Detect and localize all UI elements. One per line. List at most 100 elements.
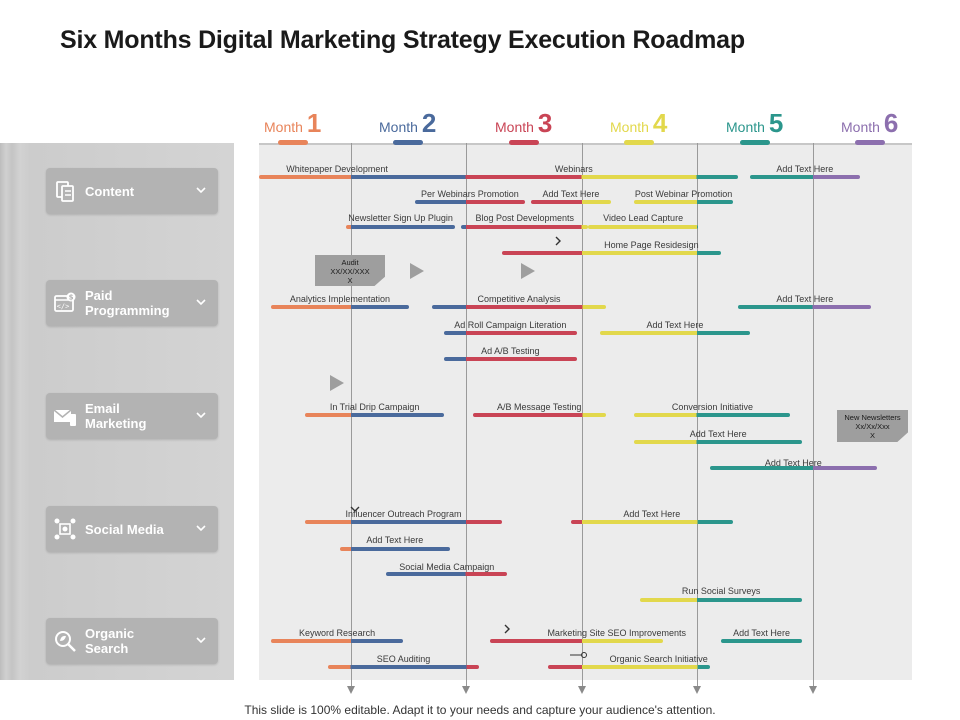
chevron-right-icon — [555, 236, 561, 246]
month-header-3: Month 3 — [495, 108, 552, 139]
task-label: Conversion Initiative — [671, 402, 753, 412]
task-bar[interactable] — [530, 200, 612, 204]
month-marker-4 — [624, 140, 654, 145]
roadmap-grid — [259, 143, 912, 680]
task-label: Organic Search Initiative — [609, 654, 708, 664]
task-label: Run Social Surveys — [681, 586, 761, 596]
month-number: 6 — [883, 108, 899, 138]
chevron-down-icon[interactable] — [194, 633, 208, 647]
month-word: Month — [379, 119, 418, 135]
month-header-5: Month 5 — [726, 108, 783, 139]
task-bar[interactable] — [409, 175, 739, 179]
task-bar[interactable] — [634, 200, 733, 204]
month-number: 2 — [421, 108, 437, 138]
task-label: In Trial Drip Campaign — [329, 402, 420, 412]
play-icon — [521, 263, 535, 279]
organic-search-icon — [52, 628, 78, 654]
task-bar[interactable] — [259, 175, 416, 179]
milestone-marker-icon — [570, 652, 587, 658]
category-social-media[interactable]: Social Media — [46, 506, 218, 552]
task-label: Add Text Here — [646, 320, 704, 330]
task-bar[interactable] — [305, 520, 502, 524]
task-bar[interactable] — [443, 331, 577, 335]
month-marker-6 — [855, 140, 885, 145]
task-bar[interactable] — [709, 466, 878, 470]
play-icon — [330, 375, 344, 391]
task-bar[interactable] — [634, 440, 802, 444]
chevron-down-icon[interactable] — [194, 295, 208, 309]
email-icon — [52, 403, 78, 429]
category-organic-search[interactable]: Organic Search — [46, 618, 218, 664]
task-label: Ad A/B Testing — [481, 346, 540, 356]
task-label: Marketing Site SEO Improvements — [547, 628, 686, 638]
play-icon — [410, 263, 424, 279]
task-bar[interactable] — [501, 251, 722, 255]
category-paid-programming[interactable]: $ </> Paid Programming — [46, 280, 218, 326]
task-label: Analytics Implementation — [289, 294, 390, 304]
task-bar[interactable] — [490, 639, 664, 643]
category-content[interactable]: Content — [46, 168, 218, 214]
svg-text:$: $ — [69, 294, 74, 302]
social-media-icon — [52, 516, 78, 542]
task-bar[interactable] — [270, 639, 404, 643]
task-bar[interactable] — [634, 413, 791, 417]
month-header-2: Month 2 — [379, 108, 436, 139]
chevron-down-icon[interactable] — [194, 521, 208, 535]
arrow-down-icon — [693, 686, 701, 694]
task-bar[interactable] — [270, 305, 410, 309]
task-bar[interactable] — [599, 331, 750, 335]
task-bar[interactable] — [738, 305, 872, 309]
task-bar[interactable] — [328, 665, 479, 669]
task-label: Video Lead Capture — [603, 213, 684, 223]
chevron-right-icon — [504, 624, 510, 634]
month-number: 1 — [306, 108, 322, 138]
category-label: Content — [85, 183, 135, 199]
task-label: Competitive Analysis — [477, 294, 561, 304]
task-bar[interactable] — [305, 413, 444, 417]
task-bar[interactable] — [749, 175, 860, 179]
month-word: Month — [726, 119, 765, 135]
category-email-marketing[interactable]: Email Marketing — [46, 393, 218, 439]
chevron-down-icon — [350, 506, 360, 512]
task-bar[interactable] — [415, 200, 525, 204]
month-word: Month — [495, 119, 534, 135]
task-bar[interactable] — [339, 547, 450, 551]
task-bar[interactable] — [721, 639, 802, 643]
arrow-down-icon — [809, 686, 817, 694]
task-bar[interactable] — [461, 225, 589, 229]
arrow-down-icon — [347, 686, 355, 694]
task-bar[interactable] — [443, 357, 577, 361]
category-label: Paid Programming — [85, 288, 170, 318]
task-label: Add Text Here — [776, 164, 834, 174]
month-divider — [813, 143, 814, 689]
task-label: Add Text Here — [366, 535, 424, 545]
task-bar[interactable] — [547, 665, 710, 669]
audit-callout: Audit XX/XX/XXX X — [315, 255, 385, 286]
chevron-down-icon[interactable] — [194, 183, 208, 197]
task-label: Blog Post Developments — [475, 213, 575, 223]
newsletter-callout: New Newsletters Xx/Xx/Xxx X — [837, 410, 908, 442]
task-bar[interactable] — [472, 413, 606, 417]
arrow-down-icon — [578, 686, 586, 694]
task-bar[interactable] — [570, 520, 733, 524]
task-bar[interactable] — [345, 225, 456, 229]
category-label: Organic Search — [85, 626, 135, 656]
task-label: Whitepaper Development — [286, 164, 388, 174]
task-label: Influencer Outreach Program — [345, 509, 462, 519]
task-label: Add Text Here — [542, 189, 600, 199]
month-number: 4 — [652, 108, 668, 138]
task-bar[interactable] — [432, 305, 606, 309]
task-bar[interactable] — [640, 598, 802, 602]
task-label: Home Page Residesign — [604, 240, 699, 250]
category-label: Social Media — [85, 521, 164, 537]
task-label: Add Text Here — [733, 628, 790, 638]
chevron-down-icon[interactable] — [194, 408, 208, 422]
task-bar[interactable] — [386, 572, 508, 576]
month-header-6: Month 6 — [841, 108, 898, 139]
page-title: Six Months Digital Marketing Strategy Ex… — [60, 26, 745, 54]
task-label: Webinars — [554, 164, 593, 174]
month-number: 5 — [768, 108, 784, 138]
task-bar[interactable] — [588, 225, 698, 229]
paid-programming-icon: $ </> — [52, 290, 78, 316]
month-word: Month — [610, 119, 649, 135]
